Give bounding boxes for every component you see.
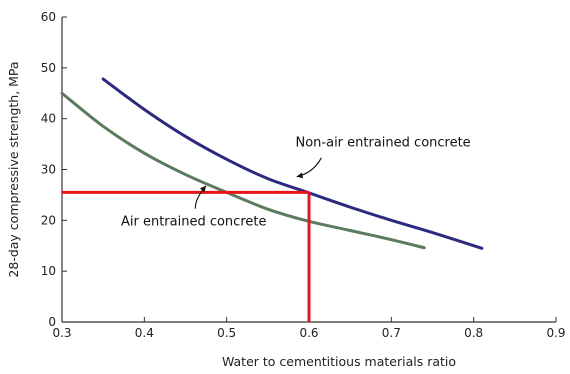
annotations: Non-air entrained concrete Air entrained … — [121, 136, 471, 230]
x-tick-label: 0.6 — [299, 326, 318, 340]
y-tick-label: 20 — [41, 213, 56, 227]
x-tick-label: 0.3 — [52, 326, 71, 340]
y-tick-label: 0 — [48, 315, 56, 329]
y-axis-label: 28-day compressive strength, MPa — [6, 61, 21, 277]
series-layer — [60, 77, 484, 250]
y-tick-label: 30 — [41, 163, 56, 177]
y-tick-label: 10 — [41, 264, 56, 278]
y-tick-label: 40 — [41, 112, 56, 126]
x-tick-label: 0.4 — [135, 326, 154, 340]
x-tick-label: 0.7 — [382, 326, 401, 340]
series-line-air-entrained — [60, 91, 426, 250]
x-tick-label: 0.5 — [217, 326, 236, 340]
annotation-label: Air entrained concrete — [121, 214, 267, 229]
arrowhead-icon — [199, 185, 207, 193]
y-tick-label: 60 — [41, 10, 56, 24]
x-tick-label: 0.8 — [464, 326, 483, 340]
annotation-label: Non-air entrained concrete — [296, 136, 471, 151]
arrowhead-icon — [296, 172, 304, 179]
series-line-non-air-entrained — [101, 77, 484, 250]
x-tick-label: 0.9 — [546, 326, 565, 340]
reference-lines — [62, 190, 311, 322]
y-tick-label: 50 — [41, 61, 56, 75]
x-axis-label: Water to cementitious materials ratio — [222, 354, 456, 369]
axes: 0.3 0.4 0.5 0.6 0.7 0.8 0.9 0 10 20 30 40 50 60 — [41, 10, 566, 340]
